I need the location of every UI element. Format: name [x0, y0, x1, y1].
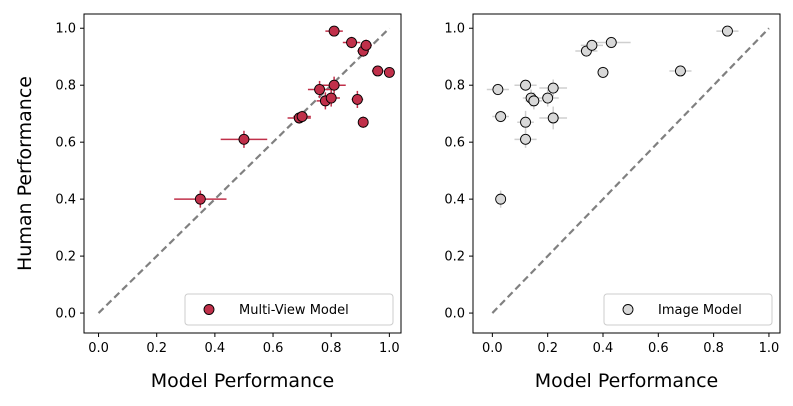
y-tick-label: 0.8 [444, 79, 465, 94]
y-tick-label: 0.0 [444, 307, 465, 322]
x-tick-label: 0.6 [648, 341, 669, 356]
x-tick-label: 0.4 [593, 341, 614, 356]
data-point [520, 116, 531, 128]
legend-label: Image Model [658, 303, 742, 318]
legend-label: Multi-View Model [239, 303, 349, 318]
x-tick-label: 1.0 [759, 341, 780, 356]
data-point [597, 66, 609, 78]
data-point [547, 82, 559, 94]
data-point [495, 193, 507, 205]
data-point [314, 84, 326, 95]
y-tick-label: 0.0 [55, 307, 76, 322]
y-axis-label: Human Performance [14, 76, 36, 271]
data-point [351, 93, 363, 105]
data-point [328, 25, 340, 37]
data-point [325, 92, 337, 104]
y-tick-label: 0.8 [55, 79, 76, 94]
right-panel-image-model: 0.0 0.2 0.4 0.6 0.8 1.0 0.0 0.2 0.4 0.6 0.8 1.0 Mode… [444, 13, 781, 392]
data-point [528, 95, 540, 107]
axes-frame [83, 13, 402, 334]
x-axis-label: Model Performance [535, 370, 719, 392]
y-tick-label: 0.2 [55, 250, 76, 265]
data-point [346, 37, 358, 48]
data-point [674, 65, 686, 77]
legend-marker [622, 304, 634, 315]
x-tick-label: 0.2 [146, 341, 167, 356]
data-point [360, 39, 372, 51]
y-tick-label: 1.0 [55, 22, 76, 37]
data-point [542, 92, 554, 104]
legend-box [184, 293, 394, 326]
data-point [547, 112, 559, 124]
x-tick-label: 0.0 [482, 341, 503, 356]
axes-frame [472, 13, 781, 334]
x-tick-label: 0.6 [263, 341, 284, 356]
data-point [495, 111, 507, 122]
x-tick-label: 0.8 [703, 341, 724, 356]
data-point [520, 133, 531, 145]
y-tick-label: 0.4 [55, 193, 76, 208]
data-point [194, 193, 206, 205]
data-point [357, 116, 369, 128]
data-point [605, 37, 617, 48]
data-point [722, 25, 733, 37]
data-point [296, 111, 308, 122]
y-tick-label: 0.6 [444, 136, 465, 151]
data-point [383, 66, 395, 78]
x-tick-label: 0.2 [537, 341, 558, 356]
diagonal-reference-line [491, 27, 770, 314]
x-tick-label: 1.0 [379, 341, 400, 356]
data-point [238, 133, 250, 145]
data-point [492, 84, 504, 95]
y-tick-label: 1.0 [444, 22, 465, 37]
y-tick-label: 0.4 [444, 193, 465, 208]
data-point [372, 65, 384, 77]
legend: Multi-View Model [184, 293, 394, 326]
diagonal-reference-line [97, 27, 391, 314]
x-tick-label: 0.8 [321, 341, 342, 356]
legend-marker [203, 304, 215, 315]
x-tick-label: 0.0 [88, 341, 109, 356]
data-point [520, 79, 531, 91]
y-tick-label: 0.2 [444, 250, 465, 265]
legend: Image Model [603, 293, 773, 326]
data-point [586, 39, 598, 51]
x-axis-label: Model Performance [151, 370, 335, 392]
x-tick-label: 0.4 [205, 341, 226, 356]
left-panel-multi-view: 0.0 0.2 0.4 0.6 0.8 1.0 0.0 0.2 0.4 0.6 0.8 1.0 Mode… [14, 13, 402, 392]
data-point [328, 79, 340, 91]
legend-box [603, 293, 773, 326]
y-tick-label: 0.6 [55, 136, 76, 151]
